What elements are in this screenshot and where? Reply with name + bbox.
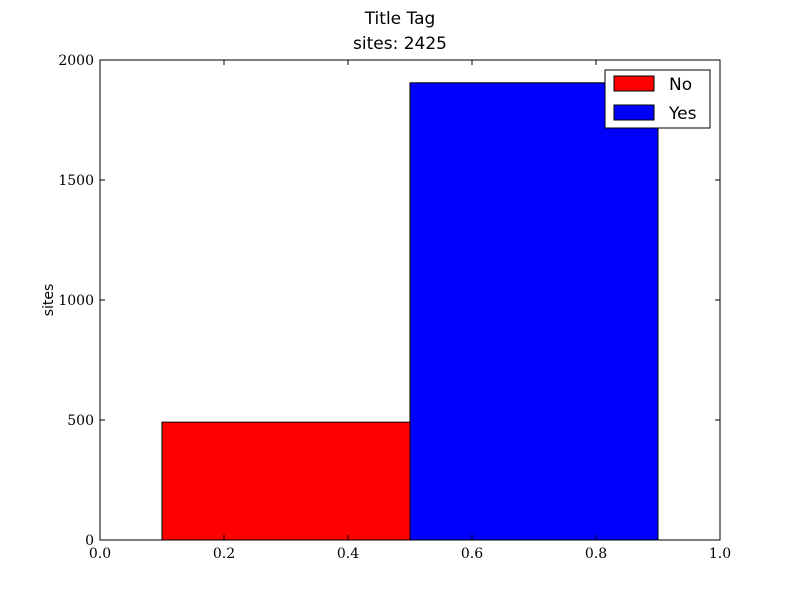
x-tick-label: 0.8 <box>585 546 607 562</box>
legend-swatch-no <box>613 75 655 92</box>
bar-no <box>161 421 411 541</box>
legend-label-no: No <box>669 75 692 95</box>
y-tick-label: 0 <box>85 533 94 549</box>
legend: No Yes <box>604 69 711 129</box>
legend-label-yes: Yes <box>668 104 697 124</box>
x-tick-label: 0.0 <box>89 546 111 562</box>
y-tick-label: 1500 <box>58 173 94 189</box>
bars-layer <box>161 82 659 541</box>
x-tick-label: 0.4 <box>337 546 359 562</box>
y-tick-label: 1000 <box>58 293 94 309</box>
ticks-layer: 0.0 0.2 0.4 0.6 0.8 1.0 0 500 1000 1500 2000 <box>58 53 731 562</box>
x-tick-label: 0.6 <box>461 546 483 562</box>
y-tick-label: 500 <box>67 413 94 429</box>
y-tick-label: 2000 <box>58 53 94 69</box>
chart-title: Title Tag <box>364 9 436 29</box>
chart-subtitle: sites: 2425 <box>353 34 447 54</box>
bar-yes <box>409 82 659 541</box>
y-axis-label: sites <box>41 284 57 317</box>
legend-swatch-yes <box>613 104 655 121</box>
x-tick-label: 1.0 <box>709 546 731 562</box>
x-tick-label: 0.2 <box>213 546 235 562</box>
